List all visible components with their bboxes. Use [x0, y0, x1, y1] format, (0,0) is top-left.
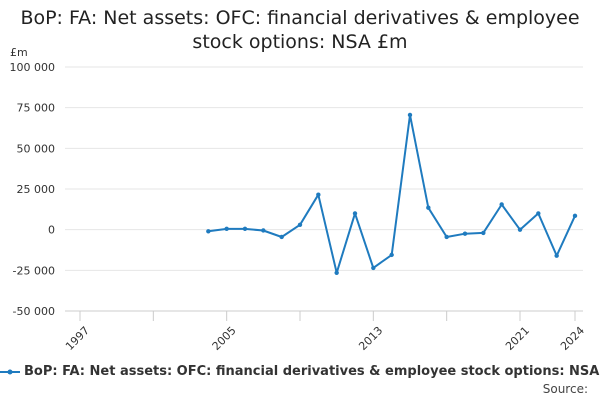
data-point[interactable]	[334, 270, 339, 275]
x-tick-label: 1997	[63, 324, 92, 353]
gridlines	[65, 66, 583, 312]
data-point[interactable]	[371, 265, 376, 271]
y-tick-label: 100 000	[10, 61, 56, 74]
legend-label: BoP: FA: Net assets: OFC: financial deri…	[24, 364, 600, 379]
data-point[interactable]	[224, 226, 229, 232]
data-point[interactable]	[554, 253, 559, 258]
data-point[interactable]	[389, 252, 394, 258]
data-point[interactable]	[297, 222, 303, 227]
x-axis-ticks: 1997 2005 2013 2021 2024	[63, 311, 587, 353]
data-point[interactable]	[261, 228, 266, 233]
data-point[interactable]	[481, 230, 486, 236]
y-tick-label: 25 000	[17, 183, 56, 196]
data-point[interactable]	[407, 112, 413, 118]
chart-title-line-1: BoP: FA: Net assets: OFC: financial deri…	[20, 7, 580, 29]
y-tick-label: 75 000	[17, 102, 56, 115]
chart-title: BoP: FA: Net assets: OFC: financial deri…	[0, 6, 600, 54]
y-tick-label: 50 000	[17, 142, 56, 155]
data-point[interactable]	[426, 205, 431, 210]
data-point[interactable]	[242, 226, 248, 232]
x-tick-label: 2005	[210, 324, 239, 353]
data-point[interactable]	[279, 234, 284, 240]
data-point[interactable]	[206, 229, 211, 234]
data-point[interactable]	[316, 192, 321, 197]
y-tick-label: -50 000	[13, 305, 55, 318]
legend-swatch	[0, 369, 20, 374]
data-point[interactable]	[444, 234, 449, 240]
legend[interactable]: BoP: FA: Net assets: OFC: financial deri…	[0, 364, 600, 379]
x-tick-label: 2021	[503, 324, 532, 353]
data-point[interactable]	[462, 231, 468, 236]
source-label: Source:	[542, 382, 588, 396]
x-tick-label: 2024	[558, 324, 587, 353]
data-point[interactable]	[572, 213, 578, 219]
data-point[interactable]	[499, 202, 504, 207]
y-tick-label: -25 000	[13, 264, 55, 277]
x-tick-label: 2013	[356, 324, 385, 353]
data-point[interactable]	[517, 227, 523, 232]
series-line	[208, 114, 576, 274]
y-axis-ticks: -50 000 -25 000 0 25 000 50 000 75 000 100 000	[10, 61, 56, 318]
y-axis-label: £m	[10, 46, 28, 59]
y-tick-label: 0	[48, 224, 55, 237]
data-point[interactable]	[536, 211, 541, 216]
chart-title-line-2: stock options: NSA £m	[192, 31, 408, 53]
series-layer	[206, 112, 578, 275]
data-point[interactable]	[352, 211, 358, 216]
